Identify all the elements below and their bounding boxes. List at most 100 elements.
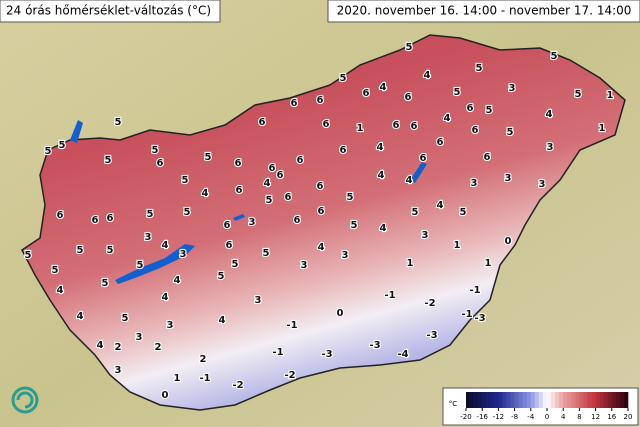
- station-value: -2: [284, 370, 295, 381]
- colorbar-tick-label: 12: [591, 413, 600, 421]
- colorbar-tick-label: -16: [476, 413, 488, 421]
- colorbar-cell: [470, 392, 475, 408]
- station-value: 5: [52, 265, 59, 276]
- colorbar-cell: [575, 392, 580, 408]
- station-value: 6: [420, 153, 427, 164]
- station-value: 4: [380, 82, 387, 93]
- station-value: 0: [162, 390, 169, 401]
- station-value: 5: [59, 140, 66, 151]
- station-value: 3: [509, 83, 516, 94]
- station-value: 6: [363, 88, 370, 99]
- station-value: 3: [471, 178, 478, 189]
- station-value: 6: [57, 210, 64, 221]
- colorbar-cell: [583, 392, 588, 408]
- station-value: 3: [255, 295, 262, 306]
- station-value: 6: [405, 92, 412, 103]
- station-value: 4: [202, 188, 209, 199]
- station-value: 5: [347, 192, 354, 203]
- period-box: [327, 0, 640, 23]
- colorbar-cell: [510, 392, 515, 408]
- colorbar-cell: [551, 392, 556, 408]
- station-value: -2: [424, 298, 435, 309]
- colorbar-cell: [611, 392, 617, 408]
- station-value: 6: [467, 103, 474, 114]
- station-value: 4: [378, 170, 385, 181]
- lake-ferto: [70, 120, 83, 143]
- station-value: 1: [407, 258, 414, 269]
- station-value: 5: [107, 245, 114, 256]
- colorbar-cell: [478, 392, 483, 408]
- colorbar-cell: [615, 392, 621, 408]
- station-value: 5: [122, 313, 129, 324]
- station-value: -1: [461, 309, 472, 320]
- station-value: 6: [318, 206, 325, 217]
- station-value: -4: [397, 349, 408, 360]
- lake-balaton: [115, 244, 195, 284]
- colorbar-cell: [623, 392, 629, 408]
- station-value: 6: [236, 185, 243, 196]
- station-value: 5: [45, 146, 52, 157]
- colorbar-tick-label: 4: [561, 413, 566, 421]
- station-value: 3: [249, 217, 256, 228]
- station-value: 4: [264, 178, 271, 189]
- colorbar-tick-label: 20: [624, 413, 633, 421]
- station-value: 4: [162, 240, 169, 251]
- station-value: 5: [147, 209, 154, 220]
- colorbar-cell: [595, 392, 600, 408]
- station-value: 5: [102, 278, 109, 289]
- station-value: 5: [25, 250, 32, 261]
- colorbar-cell: [555, 392, 560, 408]
- station-value: 3: [422, 230, 429, 241]
- colorbar-cell: [474, 392, 479, 408]
- station-value: 1: [454, 240, 461, 251]
- station-value: 6: [484, 152, 491, 163]
- station-value: -2: [232, 380, 243, 391]
- station-value: 6: [472, 125, 479, 136]
- station-value: -3: [426, 330, 437, 341]
- colorbar-tick-label: 16: [607, 413, 616, 421]
- station-value: 1: [607, 90, 614, 101]
- colorbar-cell: [522, 392, 528, 408]
- station-value: 6: [259, 117, 266, 128]
- colorbar-unit: °C: [449, 400, 458, 408]
- station-value: 5: [412, 207, 419, 218]
- station-value: 6: [277, 170, 284, 181]
- colorbar-cell: [518, 392, 523, 408]
- colorbar-cell: [542, 392, 548, 408]
- station-value: 2: [115, 342, 122, 353]
- station-value: 5: [205, 152, 212, 163]
- station-value: 5: [266, 195, 273, 206]
- station-value: 5: [184, 207, 191, 218]
- station-value: 3: [505, 173, 512, 184]
- station-value: 4: [318, 242, 325, 253]
- station-value: 4: [377, 142, 384, 153]
- station-value: 2: [155, 342, 162, 353]
- station-value: 1: [174, 373, 181, 384]
- station-value: 5: [152, 145, 159, 156]
- station-value: 4: [444, 113, 451, 124]
- station-value: 5: [460, 207, 467, 218]
- station-value: 4: [424, 70, 431, 81]
- colorbar-cell: [591, 392, 596, 408]
- station-value: 6: [411, 121, 418, 132]
- station-value: -1: [272, 347, 283, 358]
- colorbar-cell: [619, 392, 625, 408]
- title: 24 órás hőmérséklet-változás (°C): [6, 4, 211, 18]
- station-value: 5: [115, 117, 122, 128]
- station-value: 3: [167, 320, 174, 331]
- station-value: 6: [393, 120, 400, 131]
- colorbar-cell: [514, 392, 519, 408]
- colorbar-tick-label: -20: [460, 413, 471, 421]
- colorbar-cell: [494, 392, 499, 408]
- station-value: 0: [337, 308, 344, 319]
- station-value: 5: [105, 155, 112, 166]
- station-value: 6: [323, 119, 330, 130]
- colorbar-cell: [603, 392, 609, 408]
- colorbar-cell: [599, 392, 604, 408]
- colorbar-cell: [563, 392, 568, 408]
- station-value: 4: [406, 175, 413, 186]
- station-value: -1: [286, 320, 297, 331]
- station-value: 3: [180, 249, 187, 260]
- colorbar-cell: [547, 392, 552, 408]
